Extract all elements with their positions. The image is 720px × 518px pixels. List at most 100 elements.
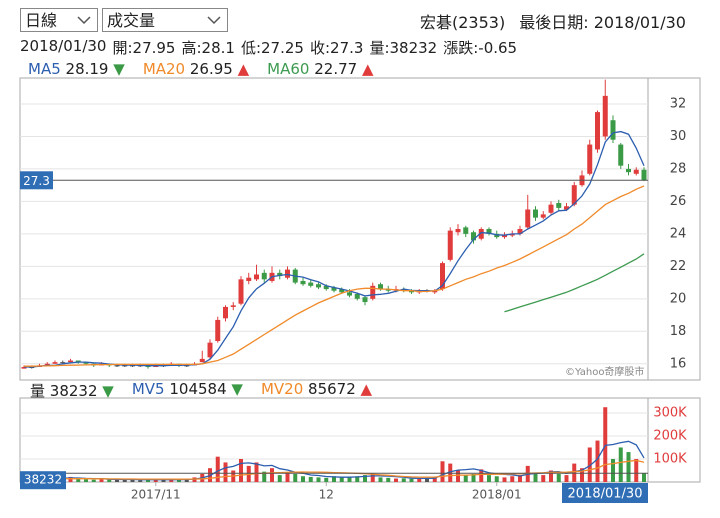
close-label: 收: — [309, 39, 331, 57]
volume-bar — [518, 475, 522, 482]
volume-bar — [161, 479, 166, 482]
volume-bar — [146, 479, 150, 482]
volume-bar — [177, 479, 181, 482]
ma-line — [504, 253, 645, 313]
candle-body — [401, 289, 407, 291]
candle-body — [207, 342, 213, 358]
ma-name: MA20 — [142, 60, 186, 78]
candle-body — [440, 263, 445, 290]
volume-bar — [479, 469, 484, 482]
volume-bar — [409, 478, 414, 482]
ma-value: 22.77 — [314, 60, 358, 78]
candle-body — [347, 292, 352, 296]
volume-bar — [262, 471, 267, 482]
last-date-label: 最後日期: — [519, 13, 589, 32]
ma-name: MA60 — [267, 60, 310, 78]
candle-body — [548, 204, 554, 213]
candle-body — [502, 235, 507, 238]
volume-bar — [347, 476, 352, 482]
candle-body — [75, 360, 81, 363]
volume-bar — [339, 477, 344, 482]
candle-body — [602, 95, 608, 137]
indicator-text: 成交量 — [107, 11, 156, 30]
volume-bar — [107, 479, 112, 482]
candle-body — [378, 284, 383, 290]
volume-bar — [425, 477, 429, 482]
y-tick-label: 18 — [670, 324, 687, 339]
volume-bar — [115, 479, 119, 482]
volume-bar — [308, 476, 313, 482]
volume-bar — [293, 473, 298, 482]
ma-trend: ▲ — [237, 60, 250, 78]
candle-body — [556, 203, 562, 208]
volume-bar — [456, 470, 460, 482]
candle-body — [564, 206, 569, 210]
candle-body — [595, 112, 600, 150]
candle-body — [478, 229, 484, 239]
quote-line: 2018/01/30 開:27.95 高:28.1 低:27.25 收:27.3… — [20, 37, 517, 58]
candle-body — [587, 144, 593, 174]
volume-bar — [355, 476, 360, 482]
price-panel — [19, 77, 701, 381]
watermark: ©Yahoo奇摩股市 — [565, 365, 644, 378]
high-value: 28.1 — [201, 39, 235, 57]
candle-body — [60, 362, 66, 364]
last-price-box — [20, 171, 53, 190]
chevron — [207, 16, 221, 25]
volume-bar — [184, 478, 189, 482]
candle-body — [83, 362, 89, 364]
volume-bar — [254, 462, 259, 482]
ma-legend: MA5 28.19 ▼ MA20 26.95 ▲ MA60 22.77 ▲ — [28, 60, 374, 78]
volume-bar — [363, 475, 367, 482]
volume-bar — [316, 477, 321, 482]
candle-body — [277, 272, 283, 277]
candle-body — [471, 232, 476, 241]
crosshair-date: 2018/01/30 — [568, 487, 643, 502]
stock-name: 宏碁(2353) — [420, 13, 506, 32]
mv-trend: ▲ — [360, 380, 373, 398]
mv-legend-item: MV5 104584 ▼ — [132, 380, 243, 401]
change-value: -0.65 — [478, 39, 518, 57]
mv-value: 85672 — [308, 380, 356, 398]
candle-body — [494, 233, 500, 238]
volume-bar — [432, 477, 437, 482]
candle-body — [184, 365, 190, 367]
indicator-dropdown[interactable]: 成交量 — [102, 8, 228, 32]
volume-bar — [471, 473, 476, 482]
volume-bar — [642, 473, 646, 482]
volume-bar — [541, 475, 546, 482]
candle-body — [509, 233, 515, 236]
x-tick-label: 2017/11 — [131, 488, 181, 502]
candle-body — [618, 144, 624, 166]
mv-name: MV5 — [131, 380, 165, 398]
volume-bar — [564, 475, 569, 482]
volume-bar — [285, 472, 290, 482]
candle-body — [339, 289, 345, 293]
candle-body — [21, 367, 27, 369]
candle-body — [486, 229, 492, 234]
quote-date: 2018/01/30 — [20, 37, 107, 55]
volume-bar — [122, 479, 127, 482]
volume-bar — [378, 477, 383, 482]
candle-body — [44, 363, 50, 366]
volume-bar — [556, 473, 561, 482]
volume-legend-item: 量 38232 ▼ — [30, 380, 114, 401]
mv-legend-item: MV20 85672 ▲ — [261, 380, 372, 401]
volume-bar — [440, 461, 445, 482]
ma-legend-item: MA60 22.77 ▲ — [267, 60, 373, 78]
volume-bar — [595, 440, 600, 482]
candle-body — [370, 285, 376, 299]
y-tick-label: 24 — [670, 226, 687, 241]
x-tick-label: 12 — [319, 488, 334, 502]
volume-bar — [76, 478, 81, 482]
volume-tick-label: 100K — [653, 451, 687, 466]
y-tick-label: 22 — [670, 259, 687, 274]
change-label: 漲跌: — [443, 39, 479, 57]
volume-bar — [417, 478, 422, 482]
y-tick-label: 28 — [670, 161, 687, 176]
volume-bar — [169, 479, 174, 482]
volume-bar — [324, 477, 329, 482]
candle-body — [238, 279, 244, 304]
period-dropdown[interactable]: 日線 — [20, 8, 98, 32]
